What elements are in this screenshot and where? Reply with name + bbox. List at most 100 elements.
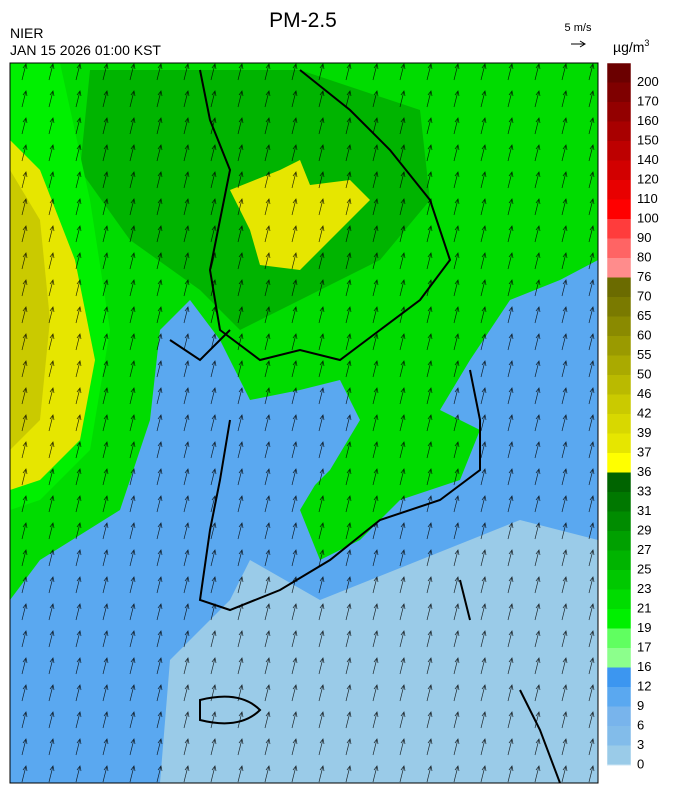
wind-arrow bbox=[345, 603, 352, 621]
wind-arrow bbox=[426, 711, 433, 729]
wind-arrow bbox=[426, 198, 433, 216]
colorbar-swatch bbox=[607, 394, 631, 415]
wind-arrow bbox=[561, 171, 568, 189]
wind-arrow bbox=[21, 549, 28, 567]
wind-arrow bbox=[237, 198, 244, 216]
colorbar-label: 6 bbox=[637, 717, 644, 732]
colorbar-label: 39 bbox=[637, 425, 651, 440]
wind-scale-arrowhead bbox=[579, 40, 586, 48]
wind-arrow bbox=[210, 738, 217, 756]
wind-arrow bbox=[345, 441, 352, 459]
wind-arrow bbox=[507, 765, 514, 783]
wind-arrow bbox=[48, 576, 55, 594]
map-frame bbox=[9, 62, 599, 784]
wind-arrow bbox=[291, 171, 298, 189]
wind-arrow bbox=[453, 657, 460, 675]
wind-arrow bbox=[399, 684, 406, 702]
wind-arrow bbox=[21, 333, 28, 351]
wind-arrow bbox=[561, 657, 568, 675]
wind-arrow bbox=[426, 252, 433, 270]
wind-arrow bbox=[561, 144, 568, 162]
wind-arrow bbox=[156, 90, 163, 108]
wind-arrow bbox=[237, 387, 244, 405]
wind-arrow bbox=[264, 495, 271, 513]
wind-arrow bbox=[21, 171, 28, 189]
wind-arrow bbox=[21, 144, 28, 162]
wind-arrow bbox=[345, 576, 352, 594]
wind-arrow bbox=[237, 495, 244, 513]
wind-arrow bbox=[426, 765, 433, 783]
wind-arrow bbox=[372, 495, 379, 513]
wind-arrow bbox=[21, 738, 28, 756]
wind-arrow bbox=[534, 117, 541, 135]
wind-arrow bbox=[372, 657, 379, 675]
wind-arrow bbox=[210, 360, 217, 378]
wind-arrow bbox=[318, 522, 325, 540]
wind-arrow bbox=[561, 711, 568, 729]
wind-arrow bbox=[237, 279, 244, 297]
wind-arrow bbox=[399, 360, 406, 378]
wind-arrow bbox=[588, 414, 595, 432]
colorbar-swatch bbox=[607, 316, 631, 337]
wind-arrow bbox=[21, 603, 28, 621]
wind-arrow bbox=[291, 117, 298, 135]
wind-arrow bbox=[21, 657, 28, 675]
wind-arrow bbox=[75, 333, 82, 351]
wind-arrow bbox=[183, 252, 190, 270]
wind-arrow bbox=[264, 630, 271, 648]
wind-arrow bbox=[291, 657, 298, 675]
colorbar-label: 200 bbox=[637, 74, 659, 89]
colorbar-swatch bbox=[607, 531, 631, 551]
wind-arrow bbox=[102, 549, 109, 567]
wind-arrow bbox=[102, 225, 109, 243]
wind-arrow bbox=[75, 306, 82, 324]
wind-arrow bbox=[129, 522, 136, 540]
wind-arrow bbox=[453, 684, 460, 702]
colorbar-swatch bbox=[607, 121, 631, 142]
wind-arrow bbox=[534, 765, 541, 783]
wind-arrow bbox=[588, 63, 595, 81]
wind-arrow bbox=[264, 252, 271, 270]
wind-arrow bbox=[399, 414, 406, 432]
wind-arrow bbox=[480, 603, 487, 621]
wind-arrow bbox=[399, 90, 406, 108]
wind-arrow bbox=[399, 495, 406, 513]
wind-arrow bbox=[75, 603, 82, 621]
wind-arrow bbox=[102, 360, 109, 378]
wind-arrow bbox=[561, 441, 568, 459]
wind-arrow bbox=[156, 360, 163, 378]
wind-arrow bbox=[534, 576, 541, 594]
wind-arrow bbox=[291, 387, 298, 405]
colorbar-label: 17 bbox=[637, 639, 651, 654]
wind-arrow bbox=[183, 225, 190, 243]
wind-arrow bbox=[102, 63, 109, 81]
wind-arrow bbox=[318, 765, 325, 783]
wind-arrow bbox=[345, 738, 352, 756]
wind-arrow bbox=[129, 198, 136, 216]
colorbar-swatch bbox=[607, 589, 631, 610]
wind-arrow bbox=[318, 333, 325, 351]
wind-arrow bbox=[318, 198, 325, 216]
wind-arrow bbox=[318, 657, 325, 675]
wind-arrow bbox=[345, 630, 352, 648]
colorbar-swatch bbox=[607, 492, 631, 512]
wind-arrow bbox=[183, 171, 190, 189]
wind-arrow bbox=[156, 441, 163, 459]
wind-arrow bbox=[210, 468, 217, 486]
wind-arrow bbox=[480, 630, 487, 648]
wind-arrow bbox=[480, 549, 487, 567]
wind-arrow bbox=[102, 306, 109, 324]
wind-arrow bbox=[507, 684, 514, 702]
wind-arrow bbox=[453, 225, 460, 243]
wind-arrow bbox=[237, 522, 244, 540]
wind-arrow bbox=[588, 117, 595, 135]
olive-zone bbox=[10, 170, 50, 450]
wind-arrow bbox=[156, 684, 163, 702]
wind-arrow bbox=[345, 684, 352, 702]
wind-arrow bbox=[318, 414, 325, 432]
wind-arrow bbox=[210, 225, 217, 243]
wind-arrow bbox=[291, 495, 298, 513]
wind-arrow bbox=[480, 90, 487, 108]
colorbar-swatch bbox=[607, 687, 631, 707]
wind-arrow bbox=[291, 90, 298, 108]
